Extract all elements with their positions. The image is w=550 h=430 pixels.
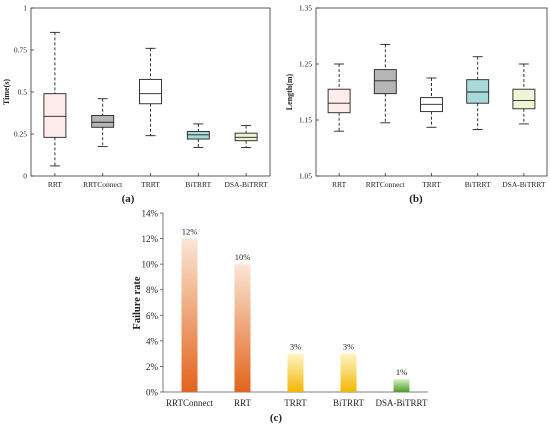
panel-c-y-tick-label: 4% xyxy=(146,336,159,346)
panel-c-label: (c) xyxy=(270,412,283,424)
panel-c-x-tick-label: RRTConnect xyxy=(166,398,213,408)
panel-b-box-rrt xyxy=(327,88,351,114)
panel-c-y-tick-label: 10% xyxy=(142,260,159,270)
panel-b-x-tick-label: RRTConnect xyxy=(366,180,406,189)
panel-c-data-label: 3% xyxy=(290,342,301,352)
panel-c-y-tick-label: 6% xyxy=(146,311,159,321)
panel-b-x-tick-label: RRT xyxy=(332,180,347,189)
panel-c-y-tick-label: 14% xyxy=(142,209,159,219)
panel-c-data-label: 10% xyxy=(235,252,251,262)
panel-a-x-tick-label: DSA-BiTRRT xyxy=(224,180,268,189)
panel-b-plot-frame xyxy=(315,7,548,177)
panel-a-y-tick-label: 1 xyxy=(23,4,27,13)
panel-c-bar-dsa-bitrrt xyxy=(393,379,410,392)
panel-b-y-tick-label: 1.25 xyxy=(299,60,312,69)
panel-b-y-tick-label: 1.05 xyxy=(299,172,312,181)
panel-a-x-tick-label: TRRT xyxy=(141,180,160,189)
panel-c-data-label: 12% xyxy=(182,227,198,237)
panel-c-y-tick-label: 2% xyxy=(146,362,159,372)
panel-a-box-rrt xyxy=(43,93,67,138)
panel-c-bar-rrt xyxy=(234,264,251,392)
panel-a-y-tick-label: 0 xyxy=(23,172,27,181)
panel-b-x-tick-label: DSA-BiTRRT xyxy=(502,180,546,189)
panel-b-x-tick-label: TRRT xyxy=(422,180,441,189)
panel-b-x-tick-label: BiTRRT xyxy=(465,180,491,189)
panel-c-x-tick-label: RRT xyxy=(234,398,251,408)
panel-b-box-bitrrt xyxy=(466,79,490,104)
panel-b-label: (b) xyxy=(409,193,423,205)
panel-c-y-tick-label: 12% xyxy=(142,234,159,244)
panel-b-y-axis-label: Length(m) xyxy=(285,73,294,110)
panel-a-x-tick-label: RRT xyxy=(48,180,63,189)
panel-a-x-tick-label: RRTConnect xyxy=(83,180,123,189)
panel-a-y-tick-label: 0.5 xyxy=(18,88,28,97)
panel-a-chart: 0 0.25 0.5 0.75 1 RRT RRTConnect TRRT BiTRRT DSA-… xyxy=(2,4,271,205)
panel-b-y-tick-label: 1.35 xyxy=(299,4,312,13)
panel-b-chart: 1.05 1.15 1.25 1.35 RRT RRTConnect TRRT BiTRRT D… xyxy=(285,4,548,205)
panel-a-box-rrtconnect xyxy=(91,115,115,128)
panel-c-y-tick-label: 0% xyxy=(146,388,159,398)
panel-c-bar-bitrrt xyxy=(340,353,357,392)
panel-c-data-label: 3% xyxy=(343,342,354,352)
panel-c-chart: 0% 2% 4% 6% 8% 10% 12% 14% 12% RRTConnect 10% RRT 3%… xyxy=(132,209,428,424)
panel-c-x-tick-label: BiTRRT xyxy=(333,398,364,408)
panel-b-y-tick-label: 1.15 xyxy=(299,116,312,125)
panel-a-y-axis-label: Time(s) xyxy=(2,79,11,105)
panel-b-box-dsa-bitrrt xyxy=(512,88,536,110)
panel-c-bar-trrt xyxy=(287,353,304,392)
panel-b-box-rrtconnect xyxy=(373,69,397,95)
panel-a-box-trrt xyxy=(139,78,162,105)
panel-a-label: (a) xyxy=(122,193,135,205)
panel-a-y-tick-label: 0.25 xyxy=(14,130,27,139)
panel-c-data-label: 1% xyxy=(396,367,407,377)
panel-c-x-tick-label: DSA-BiTRRT xyxy=(376,398,428,408)
panel-c-bar-rrtconnect xyxy=(181,238,198,392)
panel-c-y-axis-label: Failure rate xyxy=(132,276,143,330)
panel-c-x-tick-label: TRRT xyxy=(284,398,307,408)
panel-c-y-tick-label: 8% xyxy=(146,285,159,295)
panel-a-x-tick-label: BiTRRT xyxy=(185,180,211,189)
panel-a-y-tick-label: 0.75 xyxy=(14,46,27,55)
